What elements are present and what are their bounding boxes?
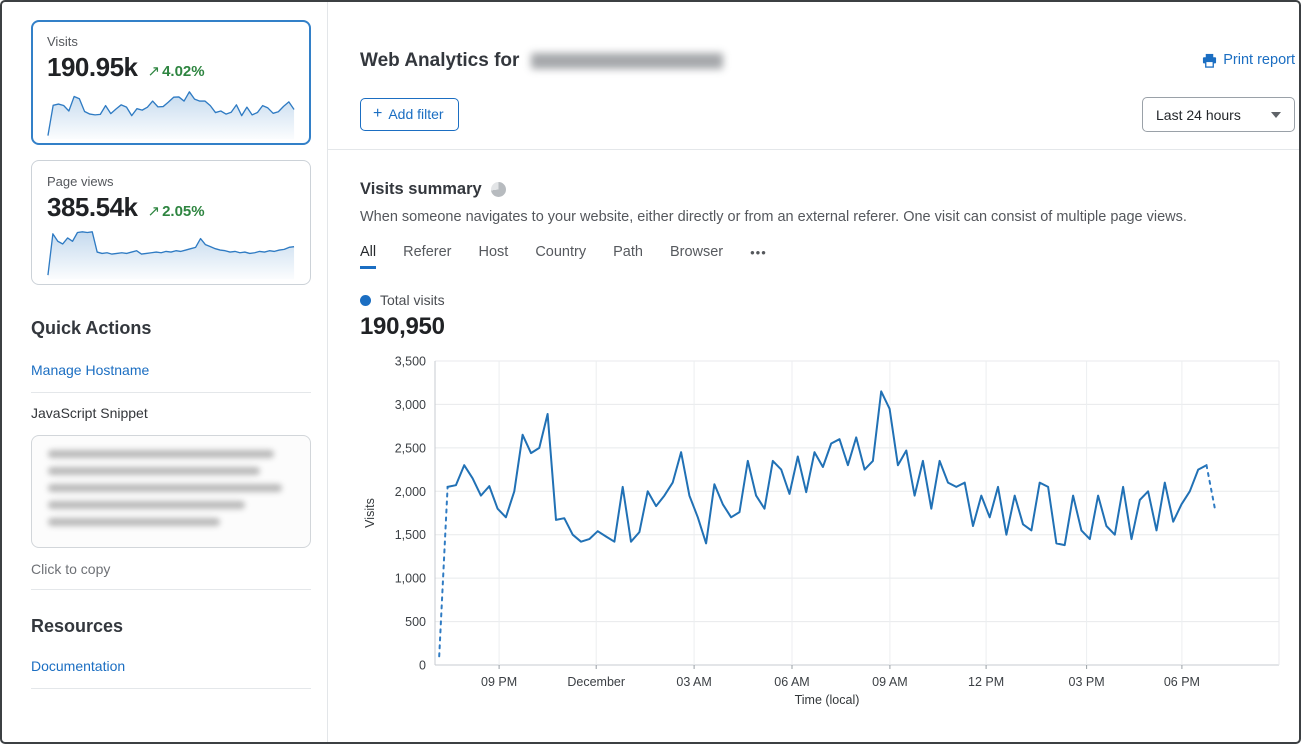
sidebar: Visits 190.95k ↗ 4.02% Page views 385.54k… — [2, 2, 327, 742]
divider — [31, 688, 311, 689]
quick-actions-heading: Quick Actions — [31, 318, 152, 338]
documentation-link[interactable]: Documentation — [31, 658, 126, 674]
redacted-code-line — [48, 484, 282, 492]
svg-text:1,500: 1,500 — [395, 528, 426, 542]
redacted-code-line — [48, 518, 221, 526]
tab-all[interactable]: All — [360, 244, 377, 269]
svg-text:2,500: 2,500 — [395, 441, 426, 455]
svg-text:03 AM: 03 AM — [676, 675, 711, 689]
plus-icon: + — [373, 105, 383, 122]
printer-icon — [1203, 53, 1217, 68]
resources-heading: Resources — [31, 616, 124, 636]
chevron-down-icon — [1271, 111, 1281, 118]
divider — [31, 589, 311, 590]
page-title: Web Analytics for — [360, 50, 724, 72]
tab-path[interactable]: Path — [613, 244, 643, 260]
svg-text:0: 0 — [419, 659, 426, 673]
total-visits-value: 190,950 — [360, 313, 445, 340]
click-to-copy-hint: Click to copy — [31, 561, 111, 577]
time-range-select[interactable]: Last 24 hours — [1142, 97, 1295, 132]
svg-text:1,000: 1,000 — [395, 572, 426, 586]
svg-text:09 PM: 09 PM — [481, 675, 517, 689]
visits-line-chart: 0 500 1,000 1,500 2,000 2,500 3,000 3,500 09 PM D… — [363, 355, 1280, 707]
visits-card-value: 190.95k — [47, 52, 138, 82]
trend-up-icon: ↗ — [147, 63, 161, 80]
svg-text:Time (local): Time (local) — [795, 693, 860, 707]
legend-dot-icon — [360, 294, 371, 306]
svg-text:06 AM: 06 AM — [774, 675, 809, 689]
svg-text:2,000: 2,000 — [395, 485, 426, 499]
visits-card-delta: ↗ 4.02% — [147, 63, 205, 80]
svg-text:3,500: 3,500 — [395, 355, 426, 369]
pageviews-card-delta: ↗ 2.05% — [147, 203, 205, 220]
visits-sparkline — [47, 91, 295, 140]
chart-legend: Total visits — [360, 292, 1295, 308]
redacted-code-line — [48, 501, 245, 509]
trend-up-icon: ↗ — [147, 203, 161, 220]
svg-text:500: 500 — [405, 615, 426, 629]
pageviews-sparkline — [47, 231, 295, 280]
svg-text:06 PM: 06 PM — [1164, 675, 1200, 689]
visits-summary-title: Visits summary — [360, 180, 482, 198]
tab-browser[interactable]: Browser — [669, 244, 724, 260]
help-icon[interactable] — [490, 182, 506, 197]
tab-country[interactable]: Country — [535, 244, 587, 260]
tab-host[interactable]: Host — [478, 244, 509, 260]
redacted-code-line — [48, 450, 275, 458]
print-report-link[interactable]: Print report — [1202, 52, 1295, 68]
redacted-code-line — [48, 467, 260, 475]
metric-card-visits[interactable]: Visits 190.95k ↗ 4.02% — [31, 20, 311, 145]
svg-text:December: December — [567, 675, 625, 689]
manage-hostname-link[interactable]: Manage Hostname — [31, 362, 150, 378]
pageviews-card-label: Page views — [47, 174, 114, 189]
visits-card-label: Visits — [47, 34, 78, 49]
js-snippet-box[interactable] — [31, 435, 311, 548]
redacted-domain — [531, 53, 724, 69]
more-tabs-button[interactable]: ••• — [750, 245, 767, 260]
svg-text:Visits: Visits — [363, 498, 377, 528]
divider — [328, 149, 1299, 150]
dimension-tabs: All Referer Host Country Path Browser ••• — [360, 244, 1295, 269]
svg-text:3,000: 3,000 — [395, 398, 426, 412]
svg-text:09 AM: 09 AM — [872, 675, 907, 689]
js-snippet-label: JavaScript Snippet — [31, 405, 148, 421]
main-panel: Web Analytics for Print report + Add fil… — [327, 2, 1299, 742]
legend-label: Total visits — [380, 292, 445, 308]
divider — [31, 392, 311, 393]
visits-summary-description: When someone navigates to your website, … — [360, 209, 1187, 225]
svg-text:03 PM: 03 PM — [1069, 675, 1105, 689]
add-filter-button[interactable]: + Add filter — [360, 98, 459, 131]
metric-card-page-views[interactable]: Page views 385.54k ↗ 2.05% — [31, 160, 311, 285]
svg-text:12 PM: 12 PM — [968, 675, 1004, 689]
tab-referer[interactable]: Referer — [403, 244, 452, 260]
pageviews-card-value: 385.54k — [47, 192, 138, 222]
